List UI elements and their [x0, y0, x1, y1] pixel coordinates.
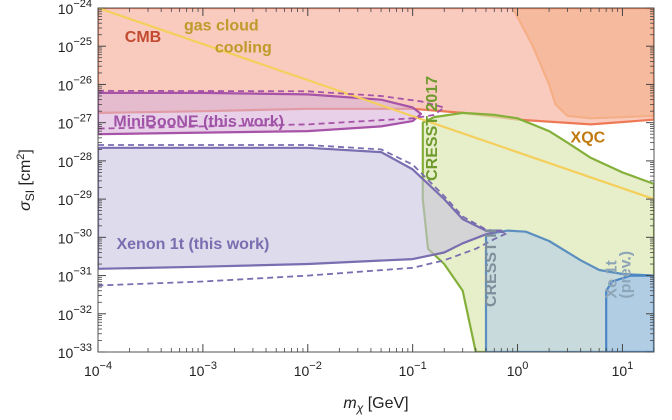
x-tick-label: 10−1 [399, 360, 427, 379]
y-axis-label: σSI [cm2] [15, 149, 37, 211]
y-axis-unit-post: ] [17, 149, 34, 153]
plot-frame [97, 7, 655, 353]
x-tick-label: 101 [612, 360, 634, 379]
label-miniboone-this-work: MiniBooNE (this work) [113, 113, 284, 130]
lines-layer [98, 8, 654, 287]
x-tick-label: 10−3 [189, 360, 217, 379]
region-xenon-1t-this-work [98, 146, 503, 270]
label-cooling: cooling [215, 39, 272, 56]
line-gas-cloud-cooling [98, 8, 654, 201]
axis-ticks: 10−4 10−3 10−2 10−1 100 101 10−33 10−32 10−31 10−… [58, 0, 655, 379]
y-tick-label: 10−26 [58, 74, 92, 93]
sublabel-xe-1t-prev: (prev.) [618, 251, 635, 299]
y-tick-label: 10−27 [58, 113, 92, 132]
y-tick-label: 10−32 [58, 304, 92, 323]
line-xenon-1t-dashed [98, 144, 509, 287]
label-xe-1t-prev: Xe 1t [604, 260, 621, 299]
y-axis-unit-pre: [cm [17, 160, 34, 190]
label-xenon-1t-this-work: Xenon 1t (this work) [116, 236, 269, 253]
label-xqc: XQC [571, 130, 606, 147]
y-tick-label: 10−28 [58, 151, 92, 170]
y-tick-label: 10−31 [58, 266, 92, 285]
y-axis-symbol: σ [17, 200, 34, 211]
label-gas-cloud: gas cloud [184, 17, 259, 34]
x-tick-label: 10−4 [84, 360, 112, 379]
y-tick-label: 10−24 [58, 0, 92, 17]
y-tick-label: 10−25 [58, 36, 92, 55]
x-axis-symbol: m [343, 395, 356, 412]
y-axis-subscript: SI [23, 190, 37, 201]
line-miniboone-dashed [98, 89, 446, 130]
label-cresst-2017: CRESST 2017 [424, 76, 441, 181]
x-axis-subscript: χ [356, 401, 364, 415]
x-tick-label: 10−2 [294, 360, 322, 379]
region-xe-1t-prev [605, 274, 654, 352]
x-tick-label: 100 [507, 360, 529, 379]
y-tick-label: 10−33 [58, 342, 92, 361]
x-axis-unit: [GeV] [363, 395, 408, 412]
label-cmb: CMB [125, 29, 161, 46]
label-cresst-ii: CRESST II [483, 229, 500, 307]
y-axis-superscript: 2 [15, 154, 27, 160]
regions-layer [98, 8, 654, 352]
y-tick-label: 10−29 [58, 189, 92, 208]
y-tick-label: 10−30 [58, 227, 92, 246]
x-axis-label: mχ [GeV] [343, 395, 408, 415]
region-labels: XQC CMB CRESST 2017 CRESST II Xe 1t(prev.) Mi… [113, 17, 634, 307]
